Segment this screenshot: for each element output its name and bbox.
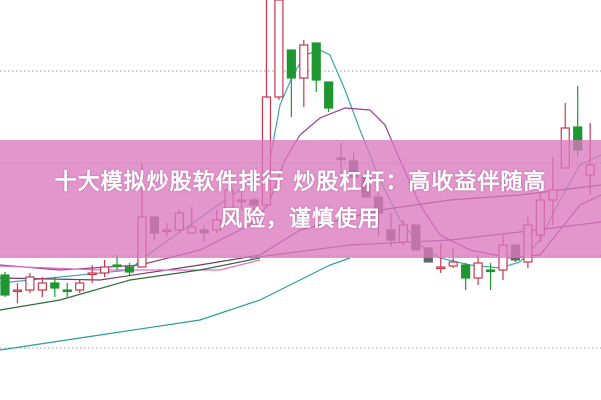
- candle-body: [50, 282, 60, 289]
- candle-body: [12, 289, 23, 293]
- moving-average-line: [0, 259, 261, 271]
- candle-body: [436, 266, 446, 270]
- moving-average-line: [0, 257, 351, 351]
- candle-body: [124, 266, 135, 273]
- candle-body: [75, 282, 85, 291]
- candle-body: [311, 42, 321, 81]
- candle-body: [0, 274, 10, 296]
- headline: 十大模拟炒股软件排行 炒股杠杆：高收益伴随高 风险，谨慎使用: [0, 164, 601, 238]
- headline-line-2: 风险，谨慎使用: [219, 207, 381, 232]
- candle-body: [99, 266, 110, 274]
- title-banner: [0, 140, 601, 258]
- headline-line-1: 十大模拟炒股软件排行 炒股杠杆：高收益伴随高: [54, 170, 547, 195]
- candle-body: [112, 264, 122, 268]
- candle-body: [274, 0, 284, 98]
- candle-body: [461, 264, 471, 279]
- candle-body: [299, 44, 309, 79]
- candle-body: [448, 261, 458, 267]
- candle-body: [37, 282, 47, 291]
- candle-body: [87, 272, 97, 276]
- candle-body: [25, 276, 35, 291]
- candle-body: [286, 49, 296, 79]
- candle-body: [485, 269, 496, 273]
- candle-body: [62, 289, 72, 293]
- candle-body: [324, 81, 334, 109]
- candle-body: [473, 262, 483, 279]
- moving-average-line: [0, 257, 261, 311]
